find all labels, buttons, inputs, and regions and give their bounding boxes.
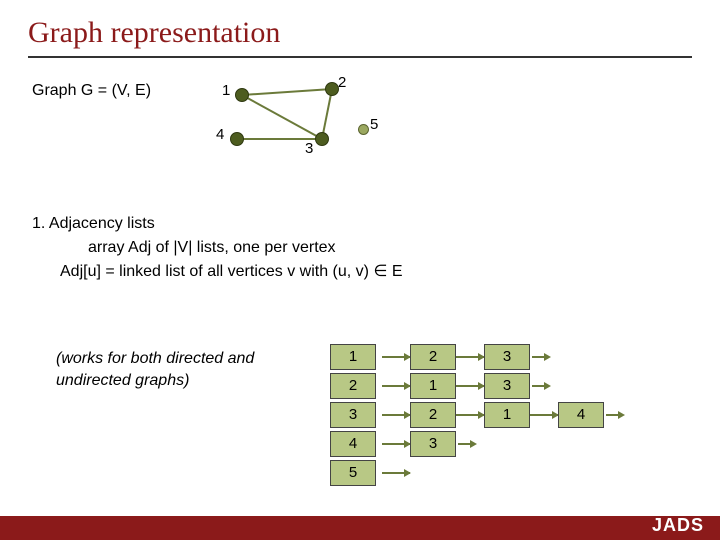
graph-node-label-4: 4 <box>216 126 224 143</box>
adjacency-list-diagram: 1232133214435 <box>330 342 626 487</box>
adj-arrow-icon <box>456 402 484 428</box>
graph-edge <box>242 95 322 139</box>
adj-cell: 1 <box>484 402 530 428</box>
graph-edges <box>200 70 420 190</box>
graph-node-2 <box>325 82 339 96</box>
adj-arrow-icon <box>382 373 410 399</box>
adj-arrow-icon <box>382 344 410 370</box>
graph-node-label-5: 5 <box>370 116 378 133</box>
adj-arrow-icon <box>382 460 410 486</box>
adj-arrow-icon <box>456 344 484 370</box>
desc-line-1: 1. Adjacency lists <box>32 212 403 236</box>
adj-row: 5 <box>330 458 626 487</box>
graph-node-label-1: 1 <box>222 82 230 99</box>
adj-cell: 2 <box>410 402 456 428</box>
adj-head: 1 <box>330 344 376 370</box>
adj-head: 2 <box>330 373 376 399</box>
page-title: Graph representation <box>0 0 720 56</box>
adj-arrow-icon <box>530 402 558 428</box>
adj-arrow-icon <box>382 402 410 428</box>
footer-logo: JADS <box>652 515 704 536</box>
adj-cell: 3 <box>484 344 530 370</box>
graph-diagram: 1 2 3 4 5 <box>200 70 420 190</box>
adj-head: 4 <box>330 431 376 457</box>
graph-node-4 <box>230 132 244 146</box>
adj-head: 3 <box>330 402 376 428</box>
desc-line-3: Adj[u] = linked list of all vertices v w… <box>32 260 403 284</box>
adj-null-terminator-icon <box>458 431 478 457</box>
title-rule <box>28 56 692 58</box>
footer-bar <box>0 516 720 540</box>
desc-line-2: array Adj of |V| lists, one per vertex <box>32 236 403 260</box>
adj-cell: 4 <box>558 402 604 428</box>
graph-node-label-3: 3 <box>305 140 313 157</box>
adj-null-terminator-icon <box>532 373 552 399</box>
adj-cell: 3 <box>484 373 530 399</box>
graph-node-1 <box>235 88 249 102</box>
adj-row: 1 2 3 <box>330 342 626 371</box>
adj-row: 43 <box>330 429 626 458</box>
adj-head: 5 <box>330 460 376 486</box>
adj-cell: 3 <box>410 431 456 457</box>
works-note: (works for both directed and undirected … <box>56 348 296 391</box>
adj-row: 3 2 1 4 <box>330 400 626 429</box>
adj-cell: 1 <box>410 373 456 399</box>
graph-definition: Graph G = (V, E) <box>32 82 151 100</box>
adj-null-terminator-icon <box>606 402 626 428</box>
adj-arrow-icon <box>456 373 484 399</box>
graph-node-label-2: 2 <box>338 74 346 91</box>
adj-row: 2 1 3 <box>330 371 626 400</box>
graph-node-5 <box>358 124 369 135</box>
adj-arrow-icon <box>382 431 410 457</box>
graph-node-3 <box>315 132 329 146</box>
adj-null-terminator-icon <box>532 344 552 370</box>
adj-cell: 2 <box>410 344 456 370</box>
adjacency-list-description: 1. Adjacency lists array Adj of |V| list… <box>32 212 403 284</box>
graph-edge <box>242 89 332 95</box>
footer-logo-text: JADS <box>652 515 704 535</box>
